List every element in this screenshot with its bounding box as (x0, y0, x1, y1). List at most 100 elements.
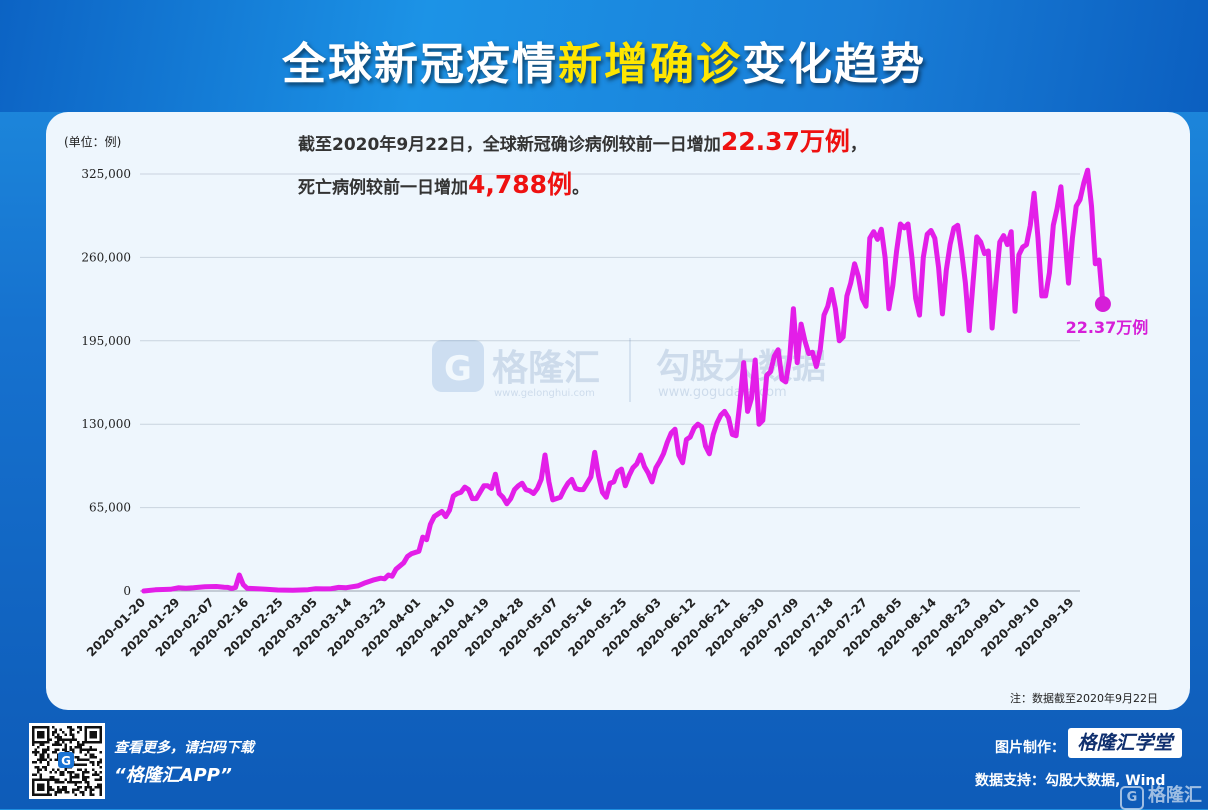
qr-module (42, 766, 45, 769)
qr-module (77, 768, 80, 771)
qr-module (72, 728, 75, 731)
qr-module (57, 781, 60, 784)
qr-module (94, 773, 97, 776)
qr-module (89, 756, 92, 759)
qr-module (59, 736, 62, 739)
x-axis-ticks: 2020-01-202020-01-292020-02-072020-02-16… (84, 595, 1077, 659)
y-tick-label: 260,000 (81, 250, 131, 264)
qr-module (79, 781, 82, 784)
qr-module (32, 731, 35, 734)
qr-module (69, 781, 72, 784)
qr-module (77, 781, 80, 784)
qr-module (87, 741, 90, 744)
qr-module (39, 733, 42, 736)
qr-module (87, 748, 90, 751)
qr-module (54, 736, 57, 739)
qr-module (37, 788, 40, 791)
qr-module (82, 741, 85, 744)
app-text[interactable]: “格隆汇APP” (114, 765, 232, 786)
qr-module (57, 778, 60, 781)
qr-module (74, 738, 77, 741)
qr-module (74, 773, 77, 776)
qr-module (47, 778, 50, 781)
chart-card (46, 112, 1190, 710)
qr-module (54, 771, 57, 774)
qr-module (39, 793, 42, 796)
qr-module (94, 726, 97, 729)
qr-module (44, 751, 47, 754)
qr-module (84, 726, 87, 729)
qr-module (64, 786, 67, 789)
qr-module (44, 793, 47, 796)
qr-module (87, 726, 90, 729)
qr-module (77, 773, 80, 776)
qr-module (32, 743, 35, 746)
qr-module (99, 791, 102, 794)
qr-module (84, 753, 87, 756)
qr-module (54, 731, 57, 734)
qr-module (72, 791, 75, 794)
qr-module (82, 778, 85, 781)
qr-module (97, 761, 100, 764)
qr-module (69, 728, 72, 731)
qr-module (47, 763, 50, 766)
qr-module (89, 748, 92, 751)
qr-module (99, 783, 102, 786)
qr-module (99, 771, 102, 774)
qr-module (34, 748, 37, 751)
qr-module (62, 748, 65, 751)
qr-module (64, 746, 67, 749)
qr-module (54, 748, 57, 751)
qr-module (87, 786, 90, 789)
qr-module (89, 753, 92, 756)
qr-module (79, 743, 82, 746)
qr-module (69, 726, 72, 729)
gelonghui-logo-icon (432, 340, 484, 392)
qr-module (92, 731, 95, 734)
qr-module (89, 786, 92, 789)
qr-module (49, 758, 52, 761)
qr-module (52, 731, 55, 734)
qr-module (77, 741, 80, 744)
qr-module (39, 783, 42, 786)
qr-module (49, 788, 52, 791)
qr-module (99, 758, 102, 761)
qr-module (99, 751, 102, 754)
qr-module (89, 726, 92, 729)
qr-module (74, 781, 77, 784)
qr-module (39, 756, 42, 759)
qr-module (92, 793, 95, 796)
qr-module (97, 786, 100, 789)
qr-module (47, 786, 50, 789)
qr-module (47, 788, 50, 791)
qr-module (32, 793, 35, 796)
qr-module (87, 771, 90, 774)
annotation-line-1: 截至2020年9月22日，全球新冠确诊病例较前一日增加22.37万例， (298, 127, 867, 156)
qr-module (69, 748, 72, 751)
qr-module (84, 786, 87, 789)
qr-module (82, 748, 85, 751)
qr-module (37, 741, 40, 744)
qr-module (62, 731, 65, 734)
qr-module (79, 748, 82, 751)
qr-module (77, 726, 80, 729)
qr-module (79, 786, 82, 789)
qr-module (99, 761, 102, 764)
end-point-marker (1094, 295, 1111, 312)
qr-module (99, 728, 102, 731)
scan-text: 查看更多，请扫码下载 (114, 740, 254, 756)
qr-module (37, 736, 40, 739)
qr-module (67, 781, 70, 784)
qr-module (34, 778, 37, 781)
y-tick-label: 325,000 (81, 167, 131, 181)
qr-module (69, 738, 72, 741)
qr-module (77, 743, 80, 746)
qr-module (47, 746, 50, 749)
qr-module (84, 738, 87, 741)
qr-module (32, 738, 35, 741)
qr-module (79, 746, 82, 749)
qr-module (94, 786, 97, 789)
qr-module (99, 778, 102, 781)
qr-module (89, 761, 92, 764)
qr-module (32, 726, 35, 729)
